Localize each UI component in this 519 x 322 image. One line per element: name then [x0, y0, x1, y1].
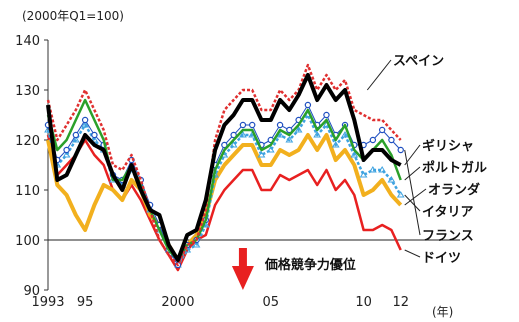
leader-line-spain [366, 59, 392, 91]
point-italy [331, 141, 340, 148]
series-line-greece [46, 73, 402, 262]
series-layer [44, 63, 405, 272]
series-label-germany: ドイツ [422, 251, 461, 266]
point-italy [71, 136, 80, 143]
y-tick-label: 140 [15, 34, 40, 49]
x-tick-label: 10 [355, 295, 372, 310]
x-tick-label: 1993 [31, 295, 64, 310]
point-france [388, 136, 395, 144]
point-italy [350, 151, 359, 158]
series-label-france: フランス [422, 229, 474, 244]
y-tick-label: 110 [15, 184, 40, 199]
y-tick-label: 130 [15, 84, 40, 99]
point-france [81, 116, 89, 124]
y-tick-label: 90 [23, 284, 40, 299]
point-france [323, 111, 330, 119]
point-france [230, 131, 237, 139]
series-line-germany [46, 134, 402, 272]
point-italy [294, 126, 303, 133]
point-italy [266, 146, 275, 153]
point-france [304, 101, 312, 109]
series-label-greece: ギリシャ [422, 138, 474, 154]
x-tick-label: 2000 [161, 295, 194, 310]
point-italy [359, 171, 368, 178]
point-france [63, 146, 70, 154]
point-italy [368, 166, 377, 173]
point-france [249, 121, 256, 129]
x-tick-label: 05 [262, 295, 279, 310]
annotation: 価格競争力優位 [231, 248, 356, 290]
x-tick-label: 95 [77, 295, 94, 310]
advantage-arrow-head [231, 266, 254, 290]
point-italy [239, 131, 247, 138]
point-france [239, 121, 247, 129]
point-italy [62, 151, 71, 158]
point-italy [90, 136, 99, 143]
advantage-arrow-shaft [238, 248, 247, 268]
leader-line-germany [404, 249, 421, 258]
point-italy [229, 141, 238, 148]
y-tick-label: 100 [15, 234, 40, 249]
point-italy [285, 136, 294, 143]
point-italy [257, 151, 266, 158]
annotation-text: 価格競争力優位 [264, 257, 356, 273]
point-france [369, 136, 377, 144]
series-label-italy: イタリア [422, 205, 473, 220]
point-france [397, 146, 404, 154]
point-italy [378, 166, 387, 173]
point-italy [81, 121, 90, 128]
series-greece [46, 73, 402, 262]
point-italy [192, 241, 201, 248]
y-unit-label: (2000年Q1=100) [22, 9, 124, 23]
point-france [276, 121, 284, 129]
point-italy [313, 131, 322, 138]
y-tick-label: 120 [15, 134, 40, 149]
leader-line-france [404, 149, 421, 236]
axes: 90 100 110 120 130 140 1993 95 2000 05 10 12 [15, 34, 460, 310]
series-line-netherlands [46, 133, 403, 262]
series-label-portugal: ポルトガル [422, 160, 487, 176]
point-france [91, 131, 98, 139]
leader-line-portugal [404, 166, 421, 181]
x-tick-label: 12 [392, 295, 409, 310]
series-netherlands [46, 133, 403, 262]
leader-line-netherlands [404, 188, 427, 206]
series-label-netherlands: オランダ [428, 182, 480, 198]
series-germany [46, 134, 402, 272]
point-france [221, 141, 228, 149]
point-france [378, 126, 386, 134]
point-france [72, 131, 80, 139]
point-italy [396, 191, 405, 198]
point-italy [341, 131, 349, 138]
leader-line-italy [404, 194, 421, 212]
point-france [286, 126, 293, 134]
series-label-spain: スペイン [393, 54, 444, 69]
point-italy [387, 176, 396, 183]
x-unit-label: (年) [432, 305, 453, 319]
